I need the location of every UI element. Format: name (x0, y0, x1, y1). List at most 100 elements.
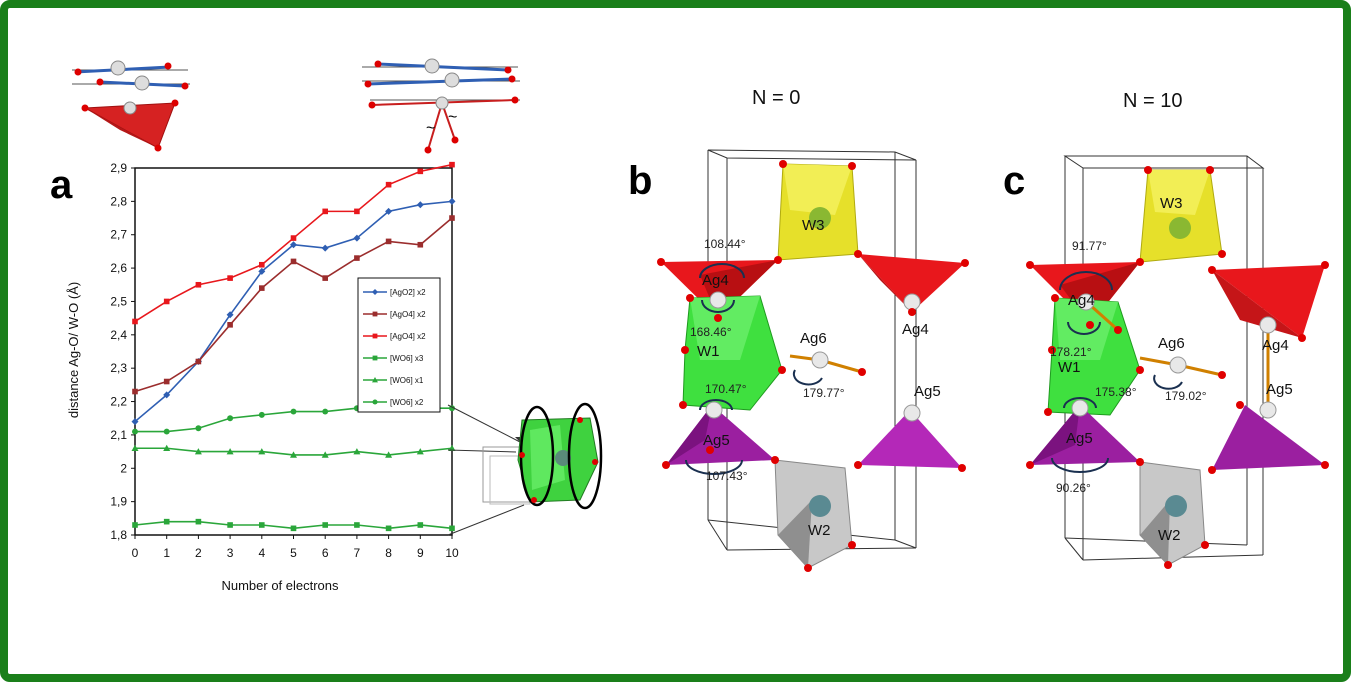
svg-text:~: ~ (448, 109, 457, 126)
x-axis-label: Number of electrons (221, 578, 339, 593)
distance-line-chart: 1,8 1,9 2 2,1 2,2 2,3 2,4 2,5 2,6 2,7 2,8 2,9 0 1 2 3 4… (66, 161, 459, 593)
data-point (322, 208, 328, 215)
x-axis-ticks: 0 1 2 3 4 5 6 7 8 9 10 (132, 535, 459, 560)
data-point (163, 518, 170, 525)
series-5 (131, 444, 456, 458)
series-4 (132, 518, 455, 532)
data-point (290, 258, 297, 265)
data-point (385, 181, 392, 188)
structure-n0: W3 Ag4 Ag4 W1 Ag6 Ag5 Ag5 W2 108.44° 168… (657, 149, 969, 572)
legend-marker (372, 377, 378, 383)
x-tick-label: 3 (227, 546, 234, 560)
data-point (448, 444, 456, 452)
label-w3: W3 (1160, 195, 1183, 212)
y-axis-ticks: 1,8 1,9 2 2,1 2,2 2,3 2,4 2,5 2,6 2,7 2,8 2,9 (110, 161, 135, 542)
legend-marker (372, 355, 378, 361)
label-w2: W2 (1158, 527, 1181, 544)
data-point (449, 161, 455, 168)
label-ag5-left: Ag5 (1066, 430, 1093, 447)
wo6-octahedron-sketch (447, 402, 603, 536)
x-tick-label: 9 (417, 546, 424, 560)
y-axis-label: distance Ag-O/ W-O (Å) (66, 282, 81, 418)
panel-c-letter: c (1003, 159, 1025, 203)
chart-legend: [AgO2] x2 [AgO4] x2 [AgO4] x2 [WO6] x3 [WO6]… (357, 277, 441, 413)
data-point (321, 244, 329, 252)
legend-label: [AgO4] x2 (390, 332, 426, 341)
data-point (195, 281, 202, 288)
angle-2: 178.21° (1050, 345, 1092, 359)
data-point (321, 451, 329, 458)
y-tick-label: 2,2 (110, 395, 127, 409)
series-1 (131, 197, 456, 426)
y-tick-label: 2 (120, 461, 127, 475)
data-point (290, 451, 297, 458)
data-point (417, 168, 424, 175)
legend-marker (372, 333, 378, 339)
data-point (416, 448, 424, 455)
legend-marker (372, 289, 378, 295)
svg-text:~: ~ (426, 120, 435, 137)
data-point (417, 241, 424, 248)
data-point (258, 448, 266, 455)
data-point (259, 261, 265, 268)
data-point (195, 358, 202, 365)
x-tick-label: 8 (385, 546, 392, 560)
label-ag4-right: Ag4 (902, 321, 929, 338)
data-point (385, 238, 392, 245)
data-point (163, 444, 171, 452)
series-layer (131, 161, 456, 532)
data-point (163, 428, 170, 435)
y-tick-label: 2,3 (110, 361, 127, 375)
structure-n10: W3 Ag4 Ag4 W1 Ag6 Ag5 Ag5 W2 91.77° 178.… (1026, 155, 1329, 569)
y-tick-label: 2,9 (110, 161, 127, 175)
legend-entry: [WO6] x3 (363, 354, 424, 363)
data-point (195, 518, 202, 525)
data-point (416, 201, 424, 209)
x-tick-label: 7 (354, 546, 361, 560)
legend-marker (372, 399, 378, 405)
legend-entry: [AgO4] x2 (363, 310, 426, 319)
legend-entry: [AgO4] x2 (363, 332, 426, 341)
data-point (322, 408, 329, 415)
x-tick-label: 0 (132, 546, 139, 560)
x-tick-label: 6 (322, 546, 329, 560)
panel-b-title: N = 0 (752, 87, 800, 109)
data-point (227, 522, 233, 528)
angle-5: 107.43° (706, 469, 748, 483)
y-tick-label: 1,8 (110, 528, 127, 542)
y-tick-label: 2,4 (110, 328, 127, 342)
legend-label: [WO6] x3 (390, 354, 424, 363)
data-point (354, 255, 360, 261)
data-point (385, 525, 392, 532)
data-point (132, 388, 138, 395)
data-point (132, 522, 138, 528)
legend-label: [AgO4] x2 (390, 310, 426, 319)
data-point (290, 408, 297, 415)
data-point (353, 448, 361, 455)
data-point (290, 525, 297, 532)
angle-4: 179.02° (1165, 389, 1207, 403)
label-ag6: Ag6 (1158, 335, 1185, 352)
angle-3: 170.47° (705, 382, 747, 396)
data-point (226, 448, 234, 455)
legend-entry: [WO6] x1 (363, 376, 424, 385)
data-point (227, 415, 234, 422)
legend-entry: [AgO2] x2 (363, 288, 426, 297)
data-point (448, 197, 456, 205)
data-point (258, 267, 266, 275)
y-tick-label: 2,6 (110, 261, 127, 275)
angle-2: 168.46° (690, 325, 732, 339)
data-point (322, 522, 328, 528)
angle-4: 179.77° (803, 386, 845, 400)
data-point (132, 318, 138, 325)
angle-5: 90.26° (1056, 481, 1091, 495)
label-w3: W3 (802, 217, 825, 234)
legend-label: [AgO2] x2 (390, 288, 426, 297)
data-point (417, 522, 424, 528)
legend-label: [WO6] x1 (390, 376, 424, 385)
panel-c-title: N = 10 (1123, 90, 1182, 112)
data-point (163, 391, 171, 399)
data-point (259, 285, 265, 291)
data-point (322, 275, 328, 281)
x-tick-label: 10 (445, 546, 459, 560)
